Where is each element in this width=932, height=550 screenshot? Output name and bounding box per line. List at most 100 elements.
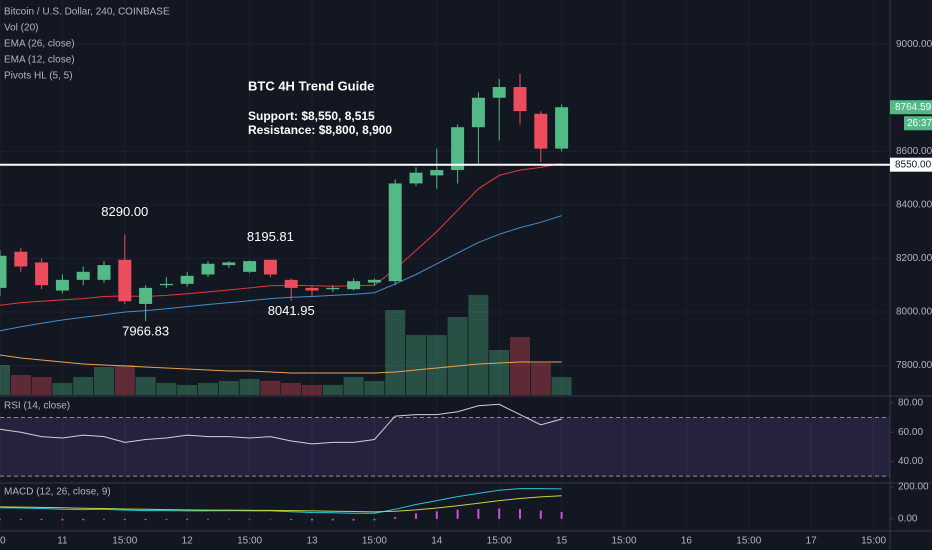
- y-tick-label: 80.00: [898, 398, 923, 409]
- volume-bar: [364, 381, 385, 395]
- volume-bar: [426, 335, 447, 395]
- volume-bar: [52, 383, 73, 395]
- y-tick-label: 0.00: [898, 513, 918, 524]
- annotation-line: Support: $8,550, 8,515: [248, 109, 375, 123]
- x-tick-label: 15:00: [112, 536, 137, 547]
- macd-histogram-bar: [539, 510, 542, 519]
- volume-bar: [489, 350, 510, 395]
- candle-body: [492, 87, 506, 98]
- pivot-label: 7966.83: [122, 323, 169, 338]
- macd-histogram-bar: [352, 518, 355, 521]
- candle-body: [430, 170, 444, 176]
- candle-body: [347, 281, 361, 290]
- volume-bar: [135, 377, 156, 395]
- volume-ma: [0, 354, 562, 374]
- candle-body: [513, 87, 527, 112]
- candle-body: [139, 287, 153, 304]
- macd-histogram-bar: [61, 518, 64, 521]
- candle-body: [76, 271, 90, 280]
- volume-bar: [239, 379, 260, 395]
- plot-area: [0, 73, 572, 521]
- candle-body: [222, 262, 236, 266]
- price-label: 8550.00: [895, 159, 932, 170]
- overlay: Bitcoin / U.S. Dollar, 240, COINBASE Vol…: [4, 7, 392, 498]
- volume-bar: [406, 335, 426, 395]
- candle-body: [305, 287, 319, 291]
- y-tick-label: 40.00: [898, 456, 923, 467]
- macd-histogram-bar: [227, 518, 230, 520]
- indicator-label: Vol (20): [4, 23, 38, 34]
- macd-histogram-bar: [311, 518, 313, 521]
- macd-histogram-bar: [394, 516, 397, 519]
- indicator-label: EMA (26, close): [4, 39, 75, 50]
- macd-histogram-bar: [40, 518, 43, 520]
- volume-bar: [177, 385, 198, 395]
- indicator-label: RSI (14, close): [4, 401, 70, 412]
- macd-histogram-bar: [519, 508, 521, 519]
- candle-body: [0, 255, 7, 288]
- candle-body: [14, 251, 28, 267]
- macd-line: [0, 488, 562, 514]
- ema-line: [0, 215, 562, 332]
- candle-body: [451, 127, 465, 171]
- pivot-label: 8041.95: [268, 303, 315, 318]
- candle-body: [367, 279, 381, 283]
- y-tick-label: 7800.00: [896, 360, 932, 371]
- rsi-band: [0, 417, 890, 477]
- volume-bar: [260, 381, 281, 395]
- volume-bar: [530, 363, 551, 395]
- macd-histogram-bar: [103, 518, 105, 520]
- volume-bar: [281, 383, 302, 395]
- macd-histogram-bar: [456, 509, 459, 519]
- x-tick-label: 15:00: [861, 536, 886, 547]
- macd-histogram-bar: [269, 518, 272, 520]
- indicator-label: EMA (12, close): [4, 55, 75, 66]
- volume-bar: [218, 381, 239, 395]
- x-tick-label: 15:00: [362, 536, 387, 547]
- volume-bar: [468, 295, 489, 395]
- macd-histogram-bar: [144, 518, 147, 521]
- x-tick-label: 15:00: [736, 536, 761, 547]
- pivot-label: 8290.00: [101, 204, 148, 219]
- candle-body: [263, 259, 277, 275]
- volume-bar: [510, 337, 530, 395]
- signal-line: [0, 495, 562, 513]
- indicator-label: Pivots HL (5, 5): [4, 71, 73, 82]
- candle-body: [159, 283, 173, 286]
- ema-line: [0, 162, 562, 306]
- volume-bar: [302, 385, 322, 395]
- grid: [0, 0, 890, 531]
- macd-histogram-bar: [415, 513, 417, 519]
- y-tick-label: 8400.00: [896, 200, 932, 211]
- annotation-line: Resistance: $8,800, 8,900: [248, 123, 392, 137]
- volume-bar: [0, 365, 10, 395]
- countdown-label: 26:37: [907, 118, 932, 129]
- candle-body: [409, 172, 423, 184]
- last-price-label: 8764.59: [895, 102, 932, 113]
- macd-histogram-bar: [498, 508, 501, 519]
- chart-title: Bitcoin / U.S. Dollar, 240, COINBASE: [4, 7, 170, 18]
- annotation-title: BTC 4H Trend Guide: [248, 78, 374, 93]
- candle-body: [35, 262, 49, 286]
- rsi-line: [0, 403, 562, 445]
- macd-histogram-bar: [477, 508, 480, 519]
- y-tick-label: 8600.00: [896, 146, 932, 157]
- macd-histogram-bar: [19, 518, 22, 520]
- macd-histogram-bar: [435, 511, 438, 519]
- macd-histogram-bar: [0, 518, 1, 520]
- volume-bar: [10, 375, 31, 395]
- macd-histogram-bar: [165, 518, 168, 520]
- indicator-label: MACD (12, 26, close, 9): [4, 487, 111, 498]
- candle-body: [118, 259, 132, 302]
- x-tick-label: 12: [182, 536, 194, 547]
- volume-bar: [114, 365, 135, 395]
- candle-body: [201, 263, 215, 275]
- volume-bar: [322, 385, 343, 395]
- macd-histogram-bar: [560, 512, 563, 519]
- candle-body: [555, 107, 569, 149]
- macd-histogram-bar: [82, 518, 85, 521]
- x-tick-label: 17: [806, 536, 818, 547]
- x-tick-label: 15:00: [237, 536, 262, 547]
- x-tick-label: 00: [0, 536, 6, 547]
